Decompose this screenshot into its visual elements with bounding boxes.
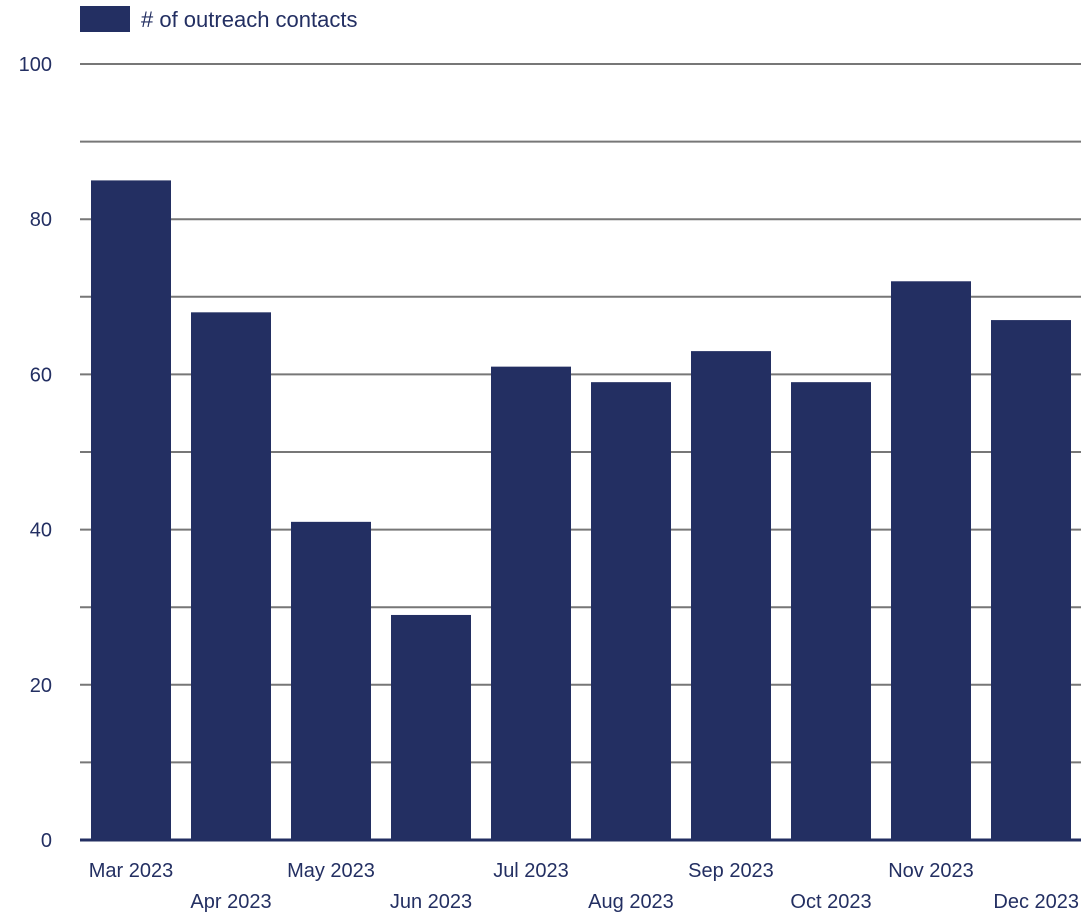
y-tick-label: 100 bbox=[19, 54, 52, 76]
x-tick-label: Jun 2023 bbox=[390, 891, 472, 913]
bar bbox=[991, 320, 1071, 841]
bar bbox=[891, 281, 971, 840]
bar bbox=[691, 351, 771, 840]
x-tick-label: Jul 2023 bbox=[493, 860, 569, 882]
bars bbox=[91, 180, 1071, 841]
x-tick-label: Sep 2023 bbox=[688, 860, 774, 882]
bar bbox=[591, 382, 671, 840]
legend-swatch bbox=[80, 6, 130, 32]
y-tick-label: 40 bbox=[30, 520, 52, 542]
bar bbox=[391, 614, 471, 840]
x-tick-label: Apr 2023 bbox=[190, 891, 271, 913]
legend-label: # of outreach contacts bbox=[141, 7, 357, 32]
x-tick-label: Dec 2023 bbox=[993, 891, 1079, 913]
x-tick-label: Nov 2023 bbox=[888, 860, 974, 882]
y-tick-label: 60 bbox=[30, 364, 52, 386]
bar bbox=[291, 521, 371, 840]
x-tick-label: Aug 2023 bbox=[588, 891, 674, 913]
bar bbox=[91, 180, 171, 840]
bar bbox=[491, 366, 571, 840]
legend: # of outreach contacts bbox=[80, 6, 357, 32]
bar bbox=[791, 382, 871, 840]
y-tick-label: 20 bbox=[30, 675, 52, 697]
x-tick-label: May 2023 bbox=[287, 860, 375, 882]
y-tick-label: 80 bbox=[30, 209, 52, 231]
x-axis-tick-labels: Mar 2023 Apr 2023 May 2023 Jun 2023 Jul 2023… bbox=[89, 860, 1079, 913]
y-tick-label: 0 bbox=[41, 830, 52, 852]
y-axis-tick-labels: 0 20 40 60 80 100 bbox=[19, 54, 52, 852]
x-tick-label: Mar 2023 bbox=[89, 860, 174, 882]
x-tick-label: Oct 2023 bbox=[790, 891, 871, 913]
bar bbox=[191, 312, 271, 840]
